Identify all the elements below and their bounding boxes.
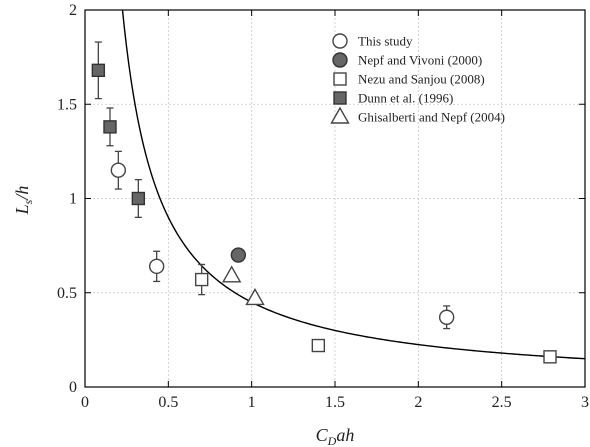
- x-tick-label: 2.5: [492, 394, 512, 411]
- data-point-circle-filled: [230, 247, 247, 263]
- data-point-square-open: [311, 338, 326, 353]
- data-points: [91, 63, 557, 364]
- data-point-triangle-open: [221, 265, 242, 283]
- legend-label: Dunn et al. (1996): [358, 91, 453, 106]
- y-tick-label: 0.5: [57, 285, 77, 302]
- axis-ticks: 0 0.5 1 1.5 2 2.5 3 0 0.5 1 1.5 2: [57, 2, 589, 411]
- x-axis-label-main: C: [316, 425, 329, 445]
- data-point-circle-open: [438, 309, 455, 325]
- data-point-square-open: [543, 350, 557, 364]
- fit-curve: [121, 9, 586, 360]
- y-tick-label: 1: [69, 191, 77, 208]
- legend-marker-square-open: [333, 72, 347, 86]
- legend-label: Nezu and Sanjou (2008): [358, 72, 485, 87]
- data-point-circle-open: [148, 258, 165, 275]
- legend-marker-circle-open: [332, 33, 348, 49]
- legend-label: This study: [358, 34, 413, 49]
- y-axis-label-main: L: [12, 204, 32, 215]
- x-tick-label: 2: [414, 394, 422, 411]
- legend-marker-circle-filled: [332, 52, 348, 68]
- x-tick-label: 1: [248, 394, 256, 411]
- x-axis-label-sub: D: [327, 434, 337, 447]
- y-axis-label-sub: s: [21, 199, 35, 204]
- legend-label: Nepf and Vivoni (2000): [358, 53, 482, 68]
- x-tick-label: 1.5: [325, 394, 345, 411]
- data-point-square-filled: [91, 63, 106, 78]
- legend-marker-square-filled: [333, 91, 347, 105]
- data-point-square-filled: [103, 120, 117, 134]
- x-tick-label: 0: [81, 394, 89, 411]
- data-point-square-open: [194, 272, 209, 287]
- legend-label: Ghisalberti and Nepf (2004): [358, 110, 505, 125]
- y-axis-label-rest: /h: [12, 186, 32, 201]
- x-tick-label: 0.5: [158, 394, 178, 411]
- data-point-square-filled: [131, 191, 146, 206]
- data-point-circle-open: [110, 162, 127, 178]
- data-point-triangle-open: [245, 287, 265, 306]
- y-tick-label: 0: [69, 379, 77, 396]
- legend: This study Nepf and Vivoni (2000) Nezu and…: [330, 33, 505, 125]
- x-axis-label-rest: ah: [336, 425, 354, 445]
- y-tick-label: 2: [69, 2, 77, 19]
- x-axis-label: CDah: [316, 425, 355, 447]
- y-tick-label: 1.5: [57, 96, 77, 113]
- y-axis-label: Ls/h: [12, 186, 35, 216]
- legend-marker-triangle-open: [330, 106, 350, 124]
- fit-curve-layer: [121, 9, 586, 360]
- x-tick-label: 3: [581, 394, 589, 411]
